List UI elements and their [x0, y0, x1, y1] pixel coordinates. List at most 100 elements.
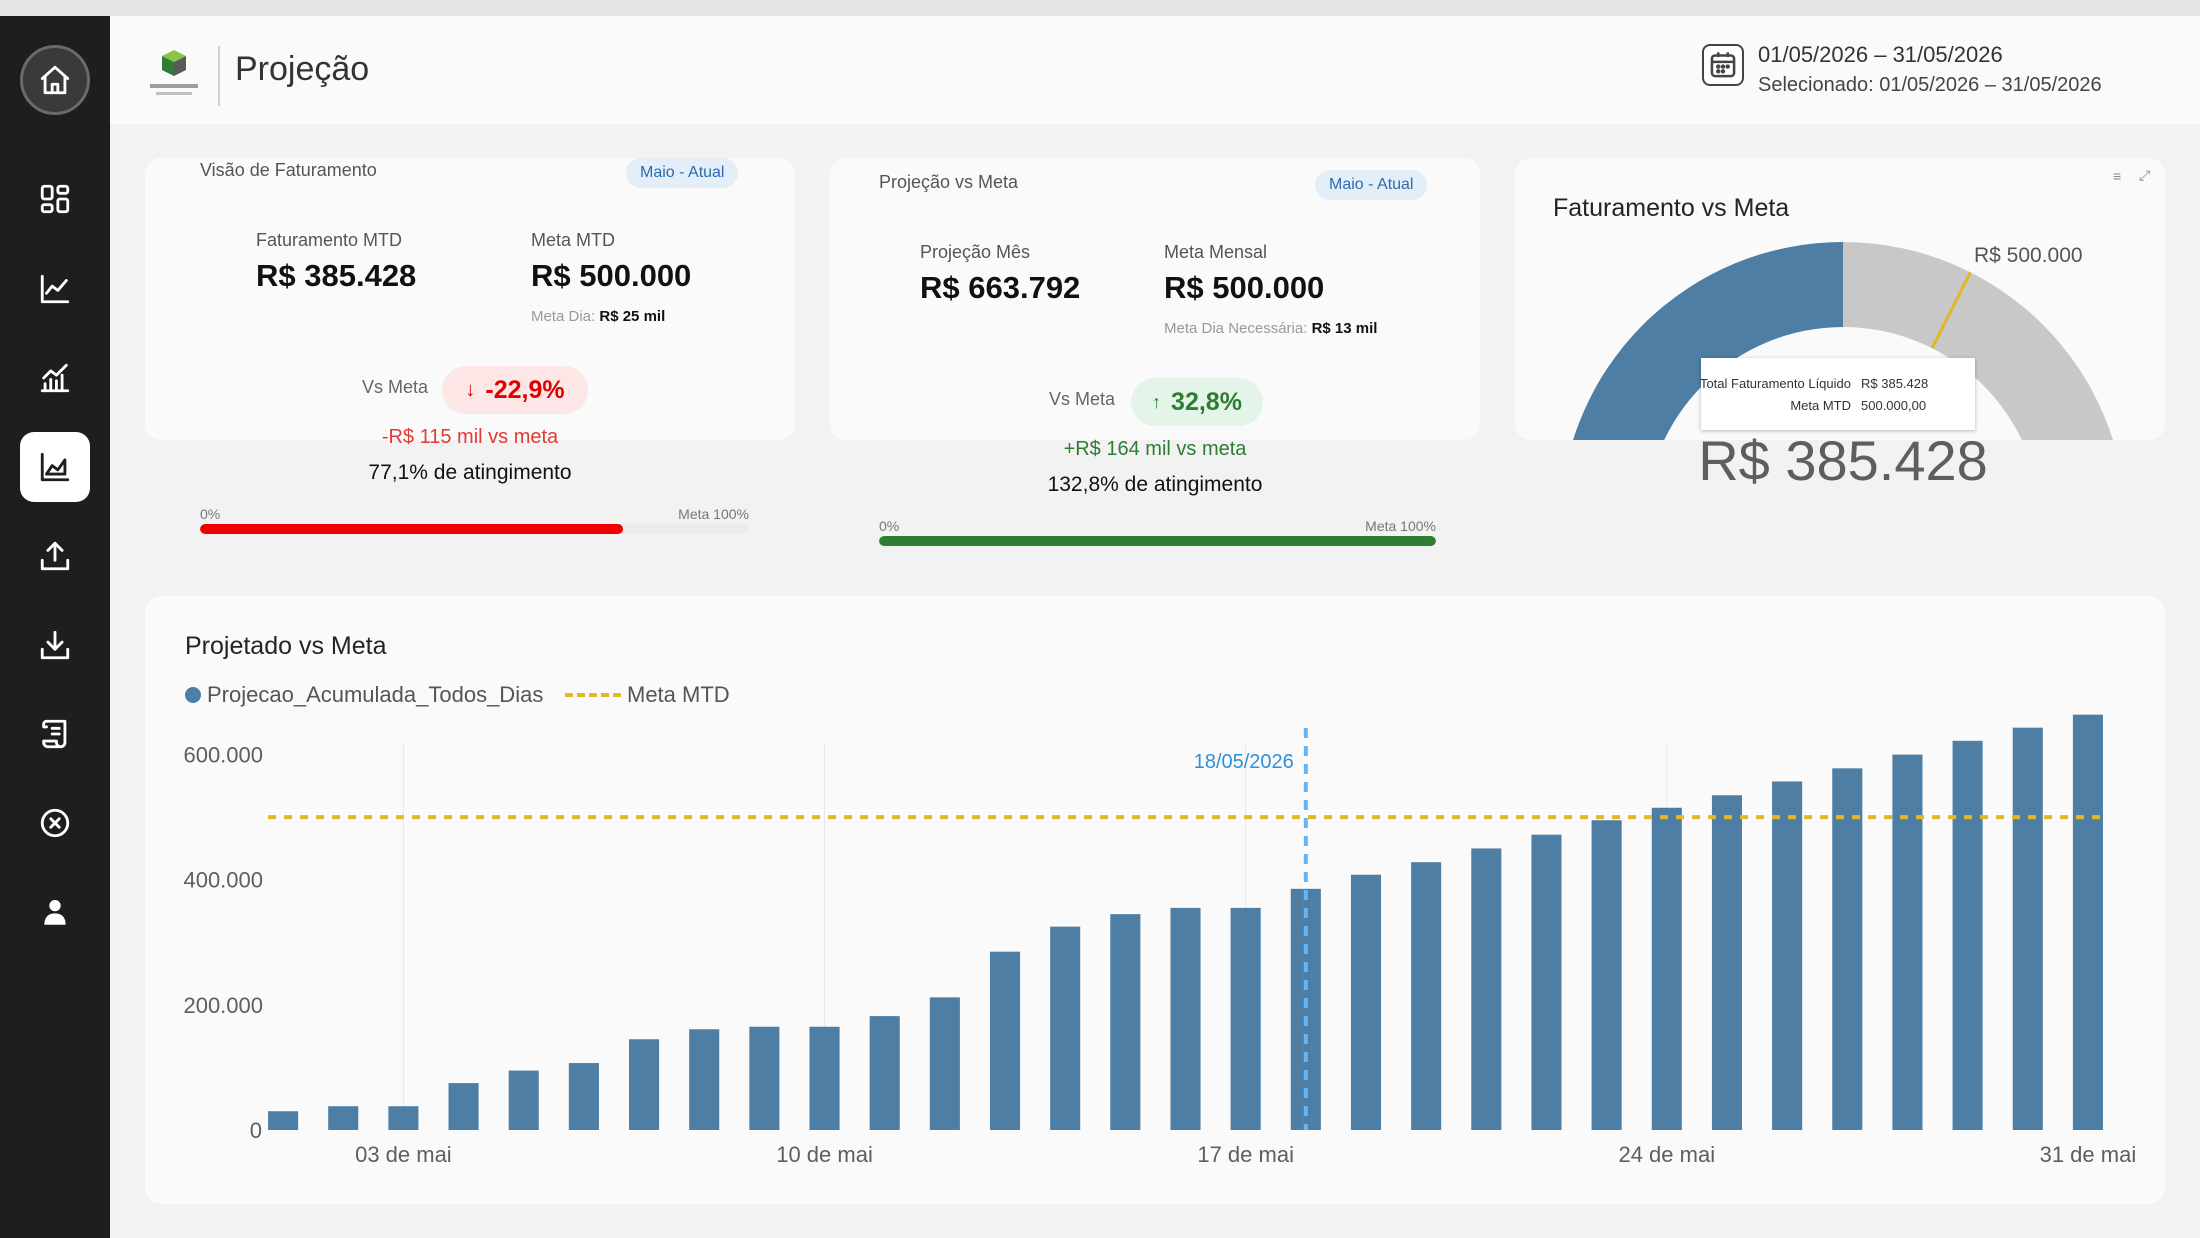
- expand-icon[interactable]: ⤢: [2139, 167, 2151, 183]
- chart-bar[interactable]: [1711, 795, 1742, 1130]
- chart-bar[interactable]: [989, 951, 1021, 1130]
- bar-trend-icon: [40, 363, 70, 393]
- chart-bar[interactable]: [1411, 862, 1442, 1130]
- nav-dashboard[interactable]: [20, 164, 90, 234]
- user-icon: [44, 899, 66, 925]
- chart-bar[interactable]: [1772, 781, 1803, 1130]
- chart-title: Projetado vs Meta: [185, 632, 387, 660]
- progress-bar: [879, 536, 1436, 546]
- chart-bar[interactable]: [1110, 914, 1141, 1130]
- nav-close[interactable]: [20, 788, 90, 858]
- tooltip-value: 500.000,00: [1861, 398, 1927, 413]
- chart-bar[interactable]: [629, 1039, 660, 1130]
- nav-home[interactable]: [20, 45, 90, 115]
- period-pill[interactable]: Maio - Atual: [626, 158, 739, 188]
- company-logo: [150, 50, 198, 95]
- gauge-fill[interactable]: [1560, 242, 1843, 440]
- chart-bar[interactable]: [328, 1106, 359, 1130]
- nav-scroll[interactable]: [20, 699, 90, 769]
- y-tick-label: 400.000: [183, 868, 263, 893]
- x-tick-label: 03 de mai: [355, 1142, 452, 1167]
- nav-user[interactable]: [20, 877, 90, 947]
- download-icon: [40, 630, 70, 660]
- bar-end-label: Meta 100%: [1365, 518, 1436, 534]
- kpi-sub: Meta Dia Necessária: R$ 13 mil: [1164, 320, 1378, 337]
- chart-bar[interactable]: [749, 1026, 780, 1130]
- kpi-value: R$ 663.792: [920, 270, 1081, 305]
- diff-text: -R$ 115 mil vs meta: [381, 426, 559, 448]
- sidebar: [0, 16, 110, 1238]
- legend-item: Projecao_Acumulada_Todos_Dias: [185, 682, 543, 708]
- card-title: Projeção vs Meta: [879, 172, 1019, 192]
- kpi-sub: Meta Dia: R$ 25 mil: [531, 308, 666, 325]
- chart-bar[interactable]: [1471, 848, 1502, 1130]
- header: Projeção 01/05/2026 – 31/05/2026 Selecio…: [110, 16, 2200, 124]
- kpi-label: Faturamento MTD: [256, 230, 403, 250]
- projection-card: Projeção vs Meta Maio - Atual Projeção M…: [830, 158, 1480, 546]
- kpi-label: Meta MTD: [531, 230, 616, 250]
- kpi-value: R$ 500.000: [531, 258, 692, 293]
- chart-bar[interactable]: [1952, 740, 1983, 1130]
- progress-fill: [879, 536, 1436, 546]
- close-circle-icon: [40, 808, 70, 838]
- calendar-icon[interactable]: [1702, 44, 1744, 86]
- legend-dot: [185, 687, 201, 703]
- billing-overview-card: Visão de Faturamento Maio - Atual Fatura…: [145, 158, 795, 534]
- chart-bar[interactable]: [1050, 926, 1081, 1130]
- chart-bar[interactable]: [508, 1070, 539, 1130]
- y-tick-label: 0: [250, 1118, 262, 1143]
- tooltip-label: Total Faturamento Líquido: [1699, 376, 1851, 391]
- today-marker-label: 18/05/2026: [1194, 751, 1294, 773]
- gauge-card: ≡ ⤢ Faturamento vs Meta R$ 500.000 R$ 38…: [1515, 158, 2165, 492]
- chart-bar[interactable]: [929, 997, 960, 1130]
- progress-bar: [200, 524, 749, 534]
- gauge-title: Faturamento vs Meta: [1553, 194, 1790, 222]
- nav-download[interactable]: [20, 610, 90, 680]
- dashboard-grid-icon: [40, 184, 70, 214]
- y-tick-label: 200.000: [183, 993, 263, 1018]
- gauge-chart: [1560, 242, 2113, 440]
- chart-bar[interactable]: [1832, 768, 1863, 1130]
- attainment-text: 77,1% de atingimento: [368, 461, 572, 484]
- scroll-icon: [42, 719, 67, 749]
- x-tick-label: 24 de mai: [1618, 1142, 1715, 1167]
- page-title: Projeção: [235, 50, 370, 88]
- chart-bar[interactable]: [1230, 907, 1261, 1130]
- period-pill[interactable]: Maio - Atual: [1315, 170, 1428, 200]
- filter-icon[interactable]: ≡: [2113, 168, 2122, 184]
- legend-item: Meta MTD: [565, 682, 730, 708]
- chart-bar[interactable]: [869, 1016, 900, 1130]
- header-divider: [218, 46, 220, 106]
- chart-bar[interactable]: [448, 1083, 479, 1130]
- chart-bar[interactable]: [568, 1063, 599, 1130]
- chart-bar[interactable]: [689, 1029, 720, 1130]
- nav-line-chart[interactable]: [20, 254, 90, 324]
- chart-bar[interactable]: [1892, 754, 1923, 1130]
- vs-chip: ↑ 32,8%: [1131, 378, 1263, 426]
- attainment-text: 132,8% de atingimento: [1047, 473, 1263, 496]
- chart-bar[interactable]: [388, 1106, 419, 1130]
- chart-bar[interactable]: [1651, 807, 1682, 1130]
- bar-start-label: 0%: [200, 506, 221, 522]
- arrow-down-icon: ↓: [465, 378, 476, 401]
- projection-chart-card: Projetado vs Meta Projecao_Acumulada_Tod…: [145, 596, 2165, 1204]
- chart-bar[interactable]: [1591, 820, 1622, 1130]
- nav-upload[interactable]: [20, 521, 90, 591]
- date-range[interactable]: 01/05/2026 – 31/05/2026: [1758, 42, 2003, 67]
- tooltip-label: Meta MTD: [1790, 398, 1851, 413]
- line-chart-icon: [40, 274, 70, 304]
- chart-bar[interactable]: [1350, 874, 1382, 1130]
- chart-bar[interactable]: [1531, 834, 1562, 1130]
- date-selected: Selecionado: 01/05/2026 – 31/05/2026: [1758, 74, 2102, 96]
- nav-bar-trend[interactable]: [20, 343, 90, 413]
- nav-area-chart[interactable]: [20, 432, 90, 502]
- chart-bar[interactable]: [2012, 727, 2043, 1130]
- upload-icon: [40, 541, 70, 571]
- vs-chip: ↓ -22,9%: [442, 366, 588, 414]
- chart-bar[interactable]: [809, 1026, 840, 1130]
- chart-bar[interactable]: [2072, 714, 2103, 1130]
- gauge-value: R$ 385.428: [1698, 429, 1988, 492]
- kpi-value: R$ 385.428: [256, 258, 417, 293]
- chart-bar[interactable]: [268, 1111, 299, 1130]
- chart-bar[interactable]: [1170, 907, 1201, 1130]
